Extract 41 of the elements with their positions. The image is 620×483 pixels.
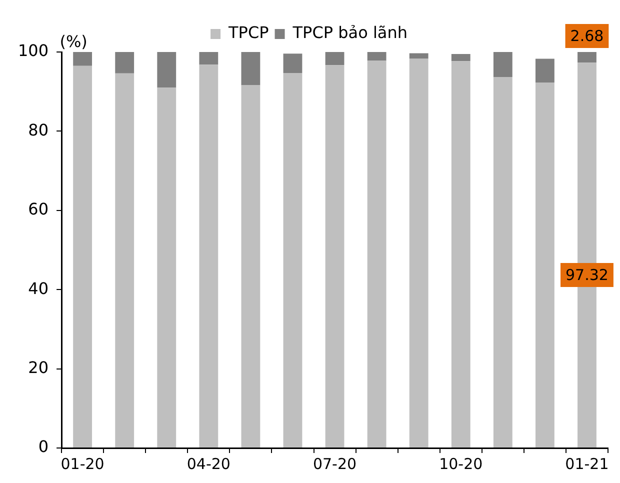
bar	[367, 60, 386, 448]
x-tick-label: 07-20	[312, 454, 357, 473]
bar	[115, 52, 134, 74]
y-tick-label: 20	[28, 358, 49, 377]
y-tick-label: 100	[18, 41, 49, 60]
bar	[451, 61, 470, 448]
y-axis-title: (%)	[60, 32, 88, 52]
x-tick-label: 01-21	[565, 454, 609, 473]
bar	[325, 65, 344, 448]
bar	[409, 53, 428, 59]
data-label: 97.32	[566, 266, 608, 284]
bar	[241, 52, 260, 86]
bar	[493, 76, 512, 448]
bar	[73, 52, 92, 66]
bar	[451, 54, 470, 62]
bar	[325, 52, 344, 66]
bar	[157, 52, 176, 88]
bar	[241, 85, 260, 448]
bar	[283, 72, 302, 448]
legend-label: TPCP	[228, 23, 270, 42]
bar	[157, 88, 176, 448]
y-tick-label: 40	[28, 278, 49, 298]
x-tick-label: 01-20	[60, 454, 104, 473]
x-tick-label: 10-20	[439, 454, 483, 473]
bar	[283, 54, 302, 73]
bar	[493, 52, 512, 77]
bar	[199, 52, 218, 65]
bar	[199, 64, 218, 448]
legend-label: TPCP bảo lãnh	[292, 23, 408, 42]
data-label: 2.68	[570, 26, 604, 45]
bar	[578, 52, 596, 63]
bar	[367, 52, 386, 61]
bar	[535, 82, 554, 448]
bar	[73, 66, 92, 448]
bar	[535, 58, 554, 82]
y-tick-label: 80	[28, 120, 49, 140]
bar	[409, 58, 428, 448]
x-tick-label: 04-20	[186, 454, 230, 473]
y-tick-label: 60	[28, 200, 49, 219]
bar	[115, 73, 134, 448]
y-tick-label: 0	[38, 437, 49, 456]
